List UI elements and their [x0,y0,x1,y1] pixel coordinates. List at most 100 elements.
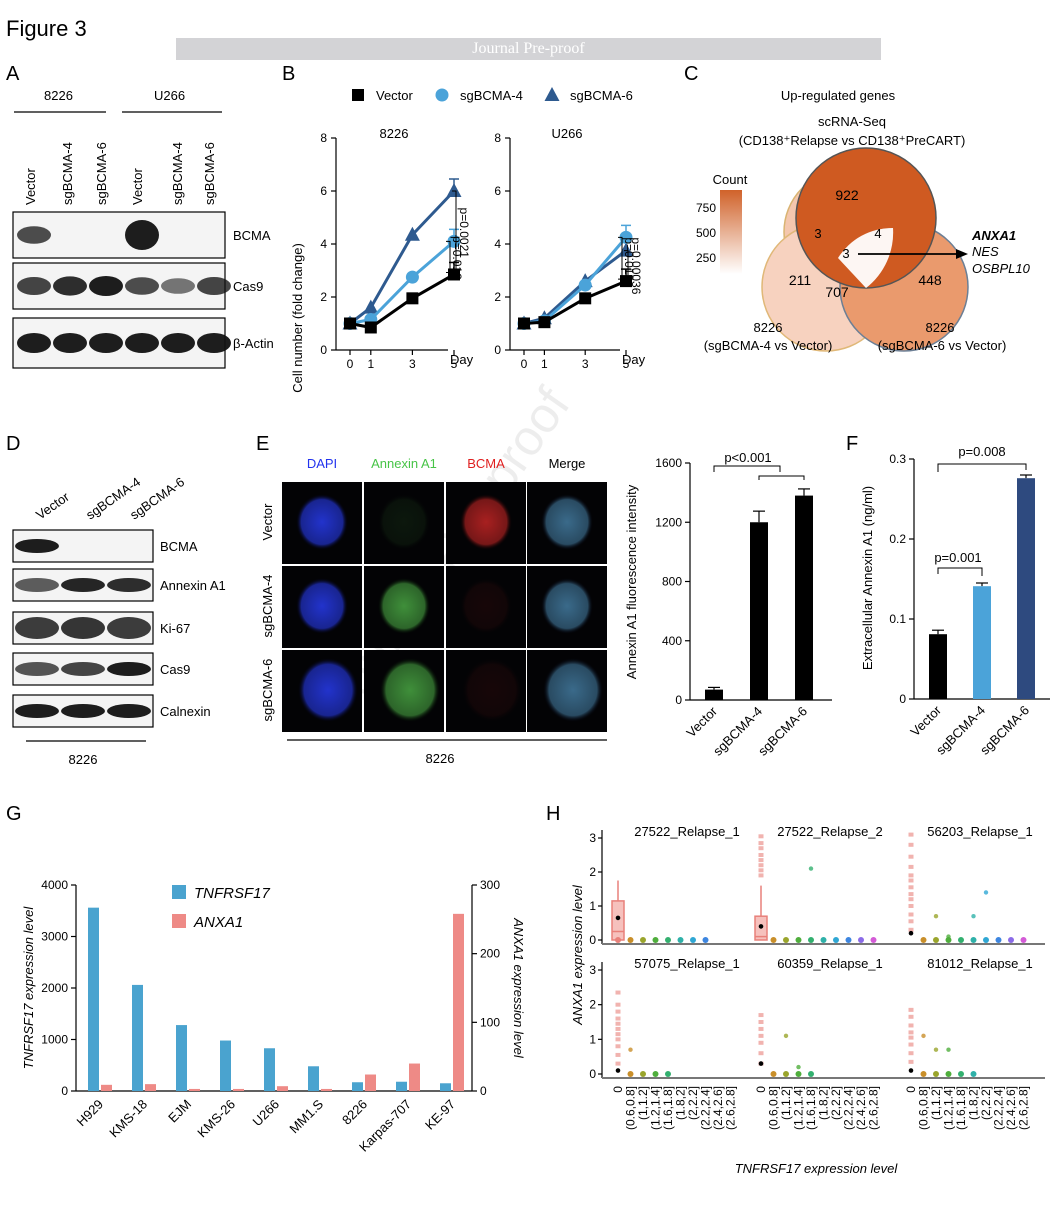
cell-signal [378,494,430,550]
y-tick-label: 0.1 [889,612,906,626]
outlier-point [758,1013,764,1018]
x-tick-label: (1.8,2] [674,1086,688,1120]
y-axis-label: Annexin A1 fluorescence intensity [624,484,639,679]
lane-label: sgBCMA-6 [94,142,109,205]
y-tick-label: 1 [589,1032,596,1046]
blot-band [107,662,151,676]
x-tick-label: (1.8,2] [817,1086,831,1120]
y-tick-label: 2 [589,998,596,1012]
facet-title: 56203_Relapse_1 [927,824,1033,839]
baseline-point [958,937,964,943]
x-tick-label: U266 [250,1097,283,1130]
venn-set-label: (sgBCMA-6 vs Vector) [878,338,1007,353]
scatter-point [933,1047,939,1052]
y-tick-label: 100 [480,1015,500,1029]
cell-signal [460,578,512,634]
series-line [523,236,628,325]
baseline-point [933,1071,939,1077]
cell-line-label: 8226 [69,752,98,767]
blot-label: Annexin A1 [160,578,226,593]
outlier-point [908,1023,914,1028]
scatter-point [983,890,989,895]
baseline-point [920,937,927,943]
baseline-point [795,937,802,943]
x-tick-label: KMS-18 [106,1097,150,1141]
bar-tnfrsf17 [88,907,99,1091]
x-tick-label: 3 [582,357,589,371]
x-tick-label: (1.6,1.8] [661,1086,675,1130]
x-tick-label: (1.2,1.4] [942,1086,956,1130]
p-value: p=0.00036 [629,237,643,294]
outlier-point [908,854,914,859]
x-tick-label: (2.2,2.4] [699,1086,713,1130]
blot-band [125,277,159,295]
x-tick-label: (1.2,1.4] [649,1086,663,1130]
outlier-point [908,1059,914,1064]
baseline-point [1020,937,1027,943]
x-tick-label: (0.6,0.8] [624,1086,638,1130]
panel-letter-b: B [282,63,295,85]
baseline-point [652,1071,659,1077]
baseline-point [995,937,1002,943]
lane-label: Vector [23,167,38,205]
x-tick-label: EJM [165,1097,194,1126]
bar-tnfrsf17 [264,1048,275,1091]
y-tick-label: 0 [61,1084,68,1098]
bar-tnfrsf17 [440,1083,451,1091]
bar-anxa1 [321,1088,332,1091]
x-tick-label: (2.4,2.6] [854,1086,868,1130]
y-tick-label: 1000 [41,1033,68,1047]
outlier-point [908,878,914,883]
sig-bracket [618,236,623,280]
data-point [344,317,356,330]
data-point [406,292,419,305]
blot-label: BCMA [233,228,271,243]
column-label: Annexin A1 [371,456,437,471]
panel-letter-h: H [546,803,560,825]
venn-set-label: (sgBCMA-4 vs Vector) [704,338,833,353]
series-line [349,273,455,330]
baseline-point [945,1071,952,1077]
column-label: BCMA [467,456,505,471]
bar-anxa1 [365,1074,376,1091]
baseline-point [770,937,777,943]
bar-anxa1 [277,1086,288,1091]
y-tick-label: 0 [480,1084,487,1098]
bar-tnfrsf17 [308,1066,319,1091]
x-tick-label: 0 [904,1086,918,1093]
bar-tnfrsf17 [220,1040,231,1091]
scatter-point [796,1064,801,1070]
column-label: DAPI [307,456,337,471]
series-line [523,279,627,325]
x-tick-label: (1.6,1.8] [804,1086,818,1130]
legend-swatch [172,885,186,899]
data-point [446,183,462,197]
baseline-point [783,1071,789,1077]
colorbar-title: Count [713,172,748,187]
sig-bracket [624,250,629,282]
blot-band [125,333,159,353]
y-axis-label-left: TNFRSF17 expression level [21,906,36,1070]
facet-title: 81012_Relapse_1 [927,956,1033,971]
outlier-point [758,1020,764,1024]
venn-count: 922 [835,187,859,203]
y-axis-label: Cell number (fold change) [290,243,305,393]
mean-point [758,924,764,929]
blot-label: BCMA [160,539,198,554]
outlier-point [758,834,764,839]
scatter-point [946,1047,951,1052]
sig-bracket [758,475,805,480]
x-tick-label: (2,2.2] [829,1086,843,1120]
scatter-point [933,914,939,919]
baseline-point [945,937,952,943]
colorbar-tick: 250 [696,251,716,265]
outlier-point [758,1026,764,1031]
outlier-point [908,1014,914,1019]
y-axis-label: ANXA1 expression level [570,884,585,1026]
blot-band [107,617,151,639]
x-tick-label: 3 [409,357,416,371]
outlier-point [908,885,914,890]
baseline-point [983,937,989,943]
blot-band [61,617,105,639]
baseline-point [615,937,621,943]
